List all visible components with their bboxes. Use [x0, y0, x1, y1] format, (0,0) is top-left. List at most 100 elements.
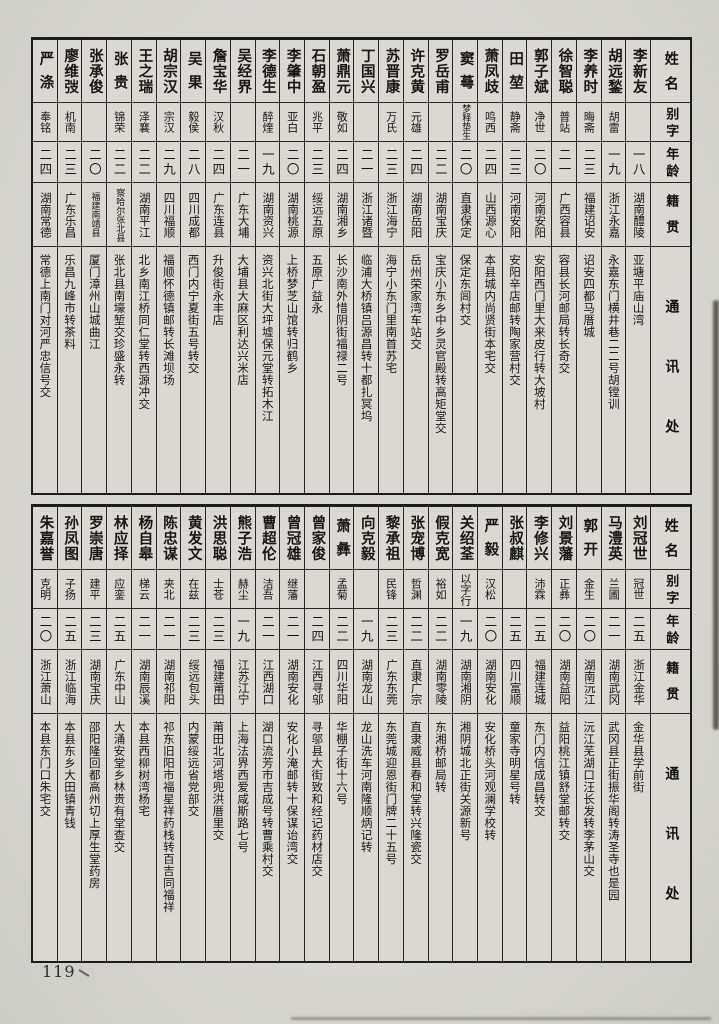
name-cell: 李肇中	[284, 47, 301, 95]
name-cell: 李养时	[581, 47, 598, 95]
courtesy-name-cell	[626, 102, 650, 141]
entry-column: 洪思聪 士苍 二三 福建莆田 莆田北河塔兜洪厝里交	[205, 507, 230, 961]
contact-address-cell: 上海法界西爱咸斯路七号	[230, 713, 255, 961]
contact-address-cell: 北乡南江桥同仁堂转西源冲交	[131, 246, 156, 493]
name-cell: 黄发文	[185, 514, 202, 562]
native-place-cell: 广东大埔	[230, 182, 255, 246]
courtesy-name-cell	[354, 102, 379, 141]
contact-address-cell: 安阳辛店邮转陶家营村交	[502, 246, 527, 493]
age-cell: 二二	[329, 608, 354, 649]
age-cell: 二三	[181, 608, 206, 649]
courtesy-name-cell: 士苍	[206, 569, 230, 608]
entry-column: 詹宝华 汉秋 二四 广东连县 升俊街永丰店	[205, 40, 230, 493]
header-courtesy: 别字	[651, 102, 690, 141]
scan-edge-artifact-right	[713, 300, 719, 730]
name-cell: 石朝盈	[309, 47, 326, 95]
courtesy-name-cell: 金生	[576, 569, 601, 608]
courtesy-name-cell	[428, 102, 453, 141]
contact-address-cell: 五原广益永	[304, 246, 329, 493]
age-cell: 二一	[131, 608, 156, 649]
entry-column: 郭子斌 净世 二〇 河南安阳 安阳西门里大来皮行转大坡村	[526, 40, 552, 493]
native-place-cell: 四川华阳	[329, 649, 354, 713]
entry-column: 假克宽 裕如 二二 湖南零陵 东湘桥邮局转	[427, 507, 453, 961]
contact-address-cell: 安化小淹邮转十保谋诒湾交	[280, 713, 304, 961]
courtesy-name-cell	[82, 102, 107, 141]
age-cell: 二三	[304, 141, 329, 182]
name-cell: 向克毅	[358, 514, 375, 562]
header-age: 年龄	[651, 608, 690, 649]
entry-column: 刘冠世 冠世 二五 浙江金华 金华县学前街	[625, 507, 650, 961]
header-contact: 通讯处	[651, 246, 690, 493]
contact-address-cell: 寻邬县大街致和经记药材店交	[304, 713, 329, 961]
courtesy-name-cell: 冠世	[626, 569, 650, 608]
name-cell: 曾家俊	[309, 514, 326, 562]
native-place-cell: 湖南龙山	[354, 649, 379, 713]
courtesy-name-cell: 克明	[33, 569, 57, 608]
courtesy-name-cell: 裕如	[428, 569, 453, 608]
courtesy-name-cell: 汉秋	[206, 102, 230, 141]
header-name: 姓名	[662, 50, 679, 101]
courtesy-name-cell: 静斋	[502, 102, 527, 141]
entry-column: 丁国兴 二一 浙江诸暨 临浦大桥镇吕源昌转十都扎冥坞	[353, 40, 379, 493]
courtesy-name-cell: 兰圃	[601, 569, 626, 608]
age-cell: 二〇	[477, 608, 502, 649]
native-place-cell: 湖南湘乡	[329, 182, 354, 246]
name-cell: 郭子斌	[531, 47, 548, 95]
age-cell: 二五	[107, 608, 131, 649]
age-cell: 一八	[626, 141, 650, 182]
courtesy-name-cell	[304, 569, 329, 608]
contact-address-cell: 上桥梦芝山馆转归鹤乡	[280, 246, 304, 493]
native-place-cell: 河南安阳	[502, 182, 527, 246]
directory-table-bottom: 姓名 别字 年龄 籍贯 通讯处 刘冠世 冠世 二五 浙江金华 金华县学前街 马澧英 兰圃 二一 湖南武冈武…	[31, 504, 692, 963]
contact-address-cell: 益阳桃江镇舒堂邮转交	[552, 713, 576, 961]
name-cell: 刘冠世	[630, 514, 647, 562]
entry-column: 严毅 汉松 二〇 湖南安化 安化桥头河观澜学校转	[476, 507, 502, 961]
native-place-cell: 直隶广宗	[403, 649, 428, 713]
contact-address-cell: 西门内宁夏街五号转交	[181, 246, 206, 493]
native-place-cell: 湖南益阳	[552, 649, 576, 713]
contact-address-cell: 龙山洗车河南隆顺炳记转	[354, 713, 379, 961]
native-place-cell: 湖南辰溪	[131, 649, 156, 713]
age-cell: 二二	[428, 141, 453, 182]
native-place-cell: 江西寻邬	[304, 649, 329, 713]
courtesy-name-cell: 醉煃	[255, 102, 280, 141]
courtesy-name-cell	[502, 569, 527, 608]
age-cell: 二一	[230, 141, 255, 182]
contact-address-cell: 亚塘平庙山湾	[626, 246, 650, 493]
native-place-cell: 四川福顺	[156, 182, 181, 246]
native-place-cell: 浙江海宁	[379, 182, 403, 246]
courtesy-name-cell: 汉松	[477, 569, 502, 608]
native-place-cell: 广东连县	[206, 182, 230, 246]
entry-column: 张承俊 二〇 福建南靖县 厦门漳州山城曲江	[81, 40, 107, 493]
name-cell: 曾冠雄	[284, 514, 301, 562]
name-cell: 马澧英	[605, 514, 622, 562]
contact-address-cell: 海宁小东门里南首苏宅	[379, 246, 403, 493]
name-cell: 吴经界	[235, 47, 252, 95]
entry-column: 孙凤图 子扬 二五 浙江临海 本县东乡大田镇青钱	[56, 507, 82, 961]
age-cell: 二三	[502, 141, 527, 182]
native-place-cell: 湖南祁阳	[156, 649, 181, 713]
native-place-cell: 察哈尔张北县	[107, 182, 131, 246]
native-place-cell: 广西容县	[552, 182, 576, 246]
native-place-cell: 湖南零陵	[428, 649, 453, 713]
entry-column: 朱嘉誉 克明 二〇 浙江萧山 本县东门口朱宅交	[33, 507, 57, 961]
entry-column: 王之瑞 泽襄 二二 湖南平江 北乡南江桥同仁堂转西源冲交	[130, 40, 156, 493]
contact-address-cell: 临浦大桥镇吕源昌转十都扎冥坞	[354, 246, 379, 493]
courtesy-name-cell: 敬如	[329, 102, 354, 141]
native-place-cell: 浙江诸暨	[354, 182, 379, 246]
native-place-cell: 河南安阳	[527, 182, 552, 246]
courtesy-name-cell: 洁吾	[255, 569, 280, 608]
native-place-cell: 湖南桃源	[280, 182, 304, 246]
entry-column: 李德生 醉煃 一九 湖南资兴 资兴北街大坪墟保元堂转拓木江	[254, 40, 280, 493]
courtesy-name-cell: 孟菊	[329, 569, 354, 608]
name-cell: 罗崇唐	[86, 514, 103, 562]
name-cell: 孙凤图	[62, 514, 79, 562]
courtesy-name-cell: 亚白	[280, 102, 304, 141]
courtesy-name-cell: 普站	[552, 102, 576, 141]
courtesy-name-cell: 毅侯	[181, 102, 206, 141]
name-cell: 林应择	[111, 514, 128, 562]
entry-column: 熊子浩 赫尘 一九 江苏江宁 上海法界西爱咸斯路七号	[229, 507, 255, 961]
header-contact: 通讯处	[651, 713, 690, 961]
entry-column: 吴果 毅侯 二八 四川成都 西门内宁夏街五号转交	[180, 40, 206, 493]
header-name: 姓名	[662, 517, 679, 568]
